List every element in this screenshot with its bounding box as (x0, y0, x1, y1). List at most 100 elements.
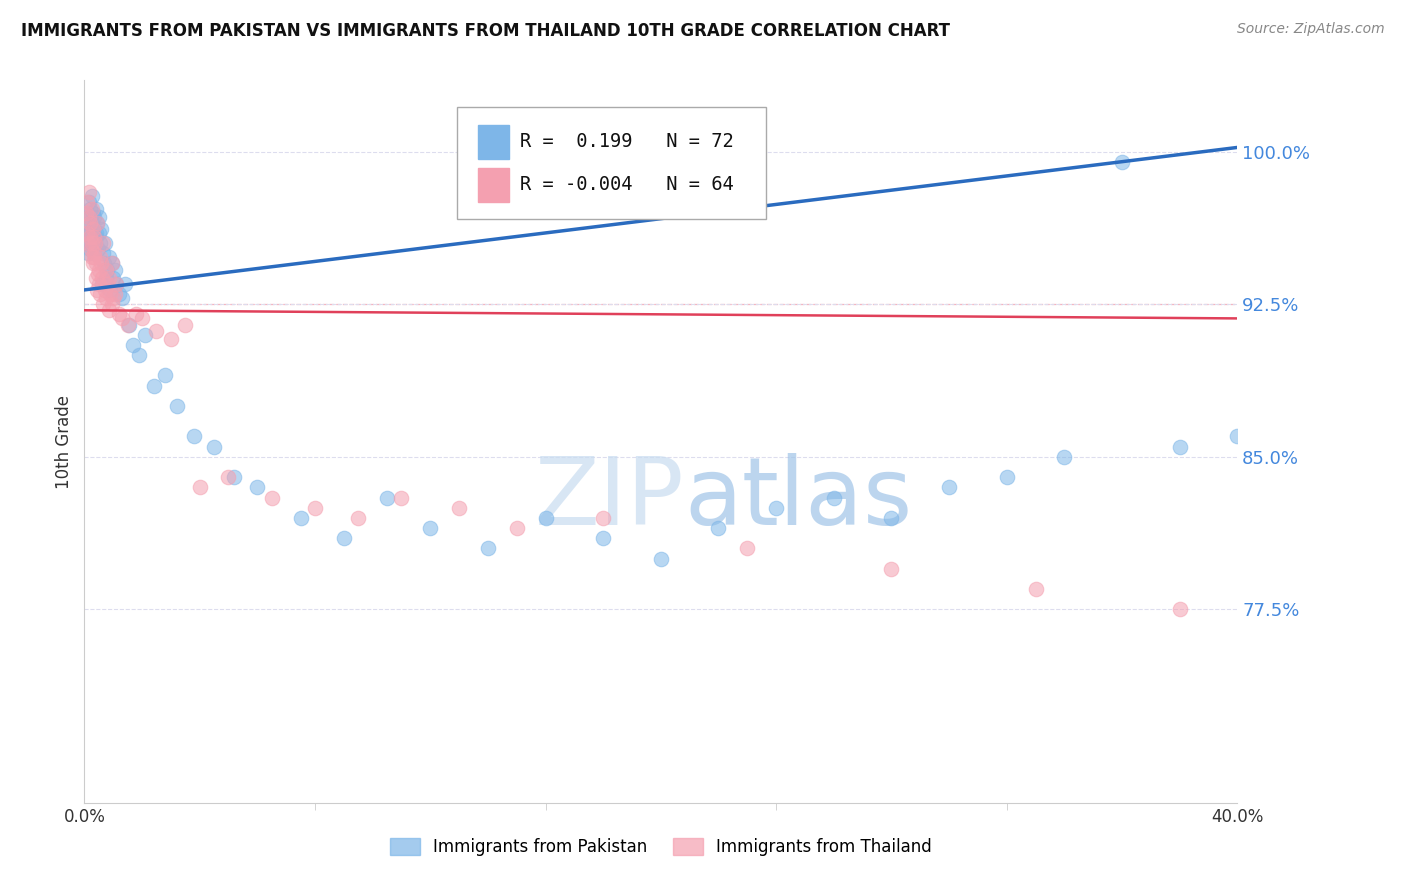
Legend: Immigrants from Pakistan, Immigrants from Thailand: Immigrants from Pakistan, Immigrants fro… (384, 831, 938, 863)
Point (86, 283, 108, 297)
Point (880, 511, 903, 525)
Point (94, 291, 117, 305)
Point (82, 256, 104, 270)
Point (103, 291, 124, 305)
Point (90, 222, 112, 236)
Point (650, 551, 672, 566)
Point (80, 230, 103, 244)
Point (375, 491, 398, 505)
Point (93, 256, 115, 270)
Point (117, 318, 139, 332)
Point (347, 511, 370, 525)
Point (1025, 582, 1047, 596)
Point (83, 251, 105, 265)
Point (477, 541, 499, 556)
Point (166, 399, 188, 413)
Point (82, 236, 104, 251)
Point (79, 242, 101, 256)
Point (76, 216, 98, 230)
Point (77, 210, 100, 224)
Point (96, 262, 118, 277)
Point (87, 277, 110, 291)
Point (419, 521, 441, 535)
Point (592, 511, 614, 525)
Point (111, 311, 134, 326)
Point (98, 283, 121, 297)
Point (83, 210, 105, 224)
Point (995, 470, 1018, 484)
Point (76, 236, 98, 251)
Point (153, 368, 176, 383)
Point (83, 230, 105, 244)
Point (765, 500, 787, 515)
Point (84, 236, 107, 251)
Point (86, 230, 108, 244)
Point (80, 216, 103, 230)
Point (592, 531, 614, 545)
Point (83, 246, 105, 260)
Text: atlas: atlas (683, 453, 912, 545)
Point (103, 270, 124, 285)
Text: R = -0.004   N = 64: R = -0.004 N = 64 (520, 175, 734, 194)
Point (77, 195, 100, 210)
Point (77, 185, 100, 199)
Point (100, 256, 122, 270)
Point (128, 348, 150, 362)
Point (122, 338, 145, 352)
Point (90, 270, 112, 285)
Point (97, 303, 120, 318)
Point (82, 205, 104, 219)
Y-axis label: 10th Grade: 10th Grade (55, 394, 73, 489)
Point (86, 256, 108, 270)
Point (142, 378, 165, 392)
Point (1168, 440, 1191, 454)
Point (86, 216, 108, 230)
Point (174, 318, 197, 332)
Point (79, 226, 101, 240)
Point (880, 562, 903, 576)
Point (108, 307, 131, 321)
Text: R =  0.199   N = 72: R = 0.199 N = 72 (520, 132, 734, 152)
Point (506, 521, 529, 535)
Point (125, 307, 148, 321)
Point (82, 222, 104, 236)
Point (1168, 602, 1191, 616)
Point (260, 491, 283, 505)
Point (108, 287, 131, 301)
Point (105, 277, 128, 291)
Point (111, 291, 134, 305)
Point (76, 226, 98, 240)
Point (224, 470, 246, 484)
Point (89, 287, 111, 301)
Point (76, 195, 98, 210)
Point (79, 230, 101, 244)
Point (96, 277, 118, 291)
Point (93, 283, 115, 297)
Point (89, 251, 111, 265)
Point (218, 470, 240, 484)
Point (91, 236, 114, 251)
Point (80, 251, 103, 265)
Point (246, 480, 269, 494)
Point (114, 277, 136, 291)
Point (105, 277, 128, 291)
Point (97, 270, 120, 285)
Point (93, 236, 115, 251)
Point (84, 202, 107, 216)
Point (98, 287, 121, 301)
Point (1053, 450, 1076, 464)
Point (97, 251, 120, 265)
Point (84, 270, 107, 285)
Point (1226, 429, 1249, 443)
Point (104, 262, 127, 277)
Point (82, 222, 104, 236)
Point (80, 242, 103, 256)
Point (449, 500, 471, 515)
Point (90, 256, 112, 270)
Point (80, 202, 103, 216)
Point (77, 210, 100, 224)
Point (75, 205, 97, 219)
Point (87, 210, 110, 224)
Point (91, 246, 114, 260)
Text: Source: ZipAtlas.com: Source: ZipAtlas.com (1237, 22, 1385, 37)
